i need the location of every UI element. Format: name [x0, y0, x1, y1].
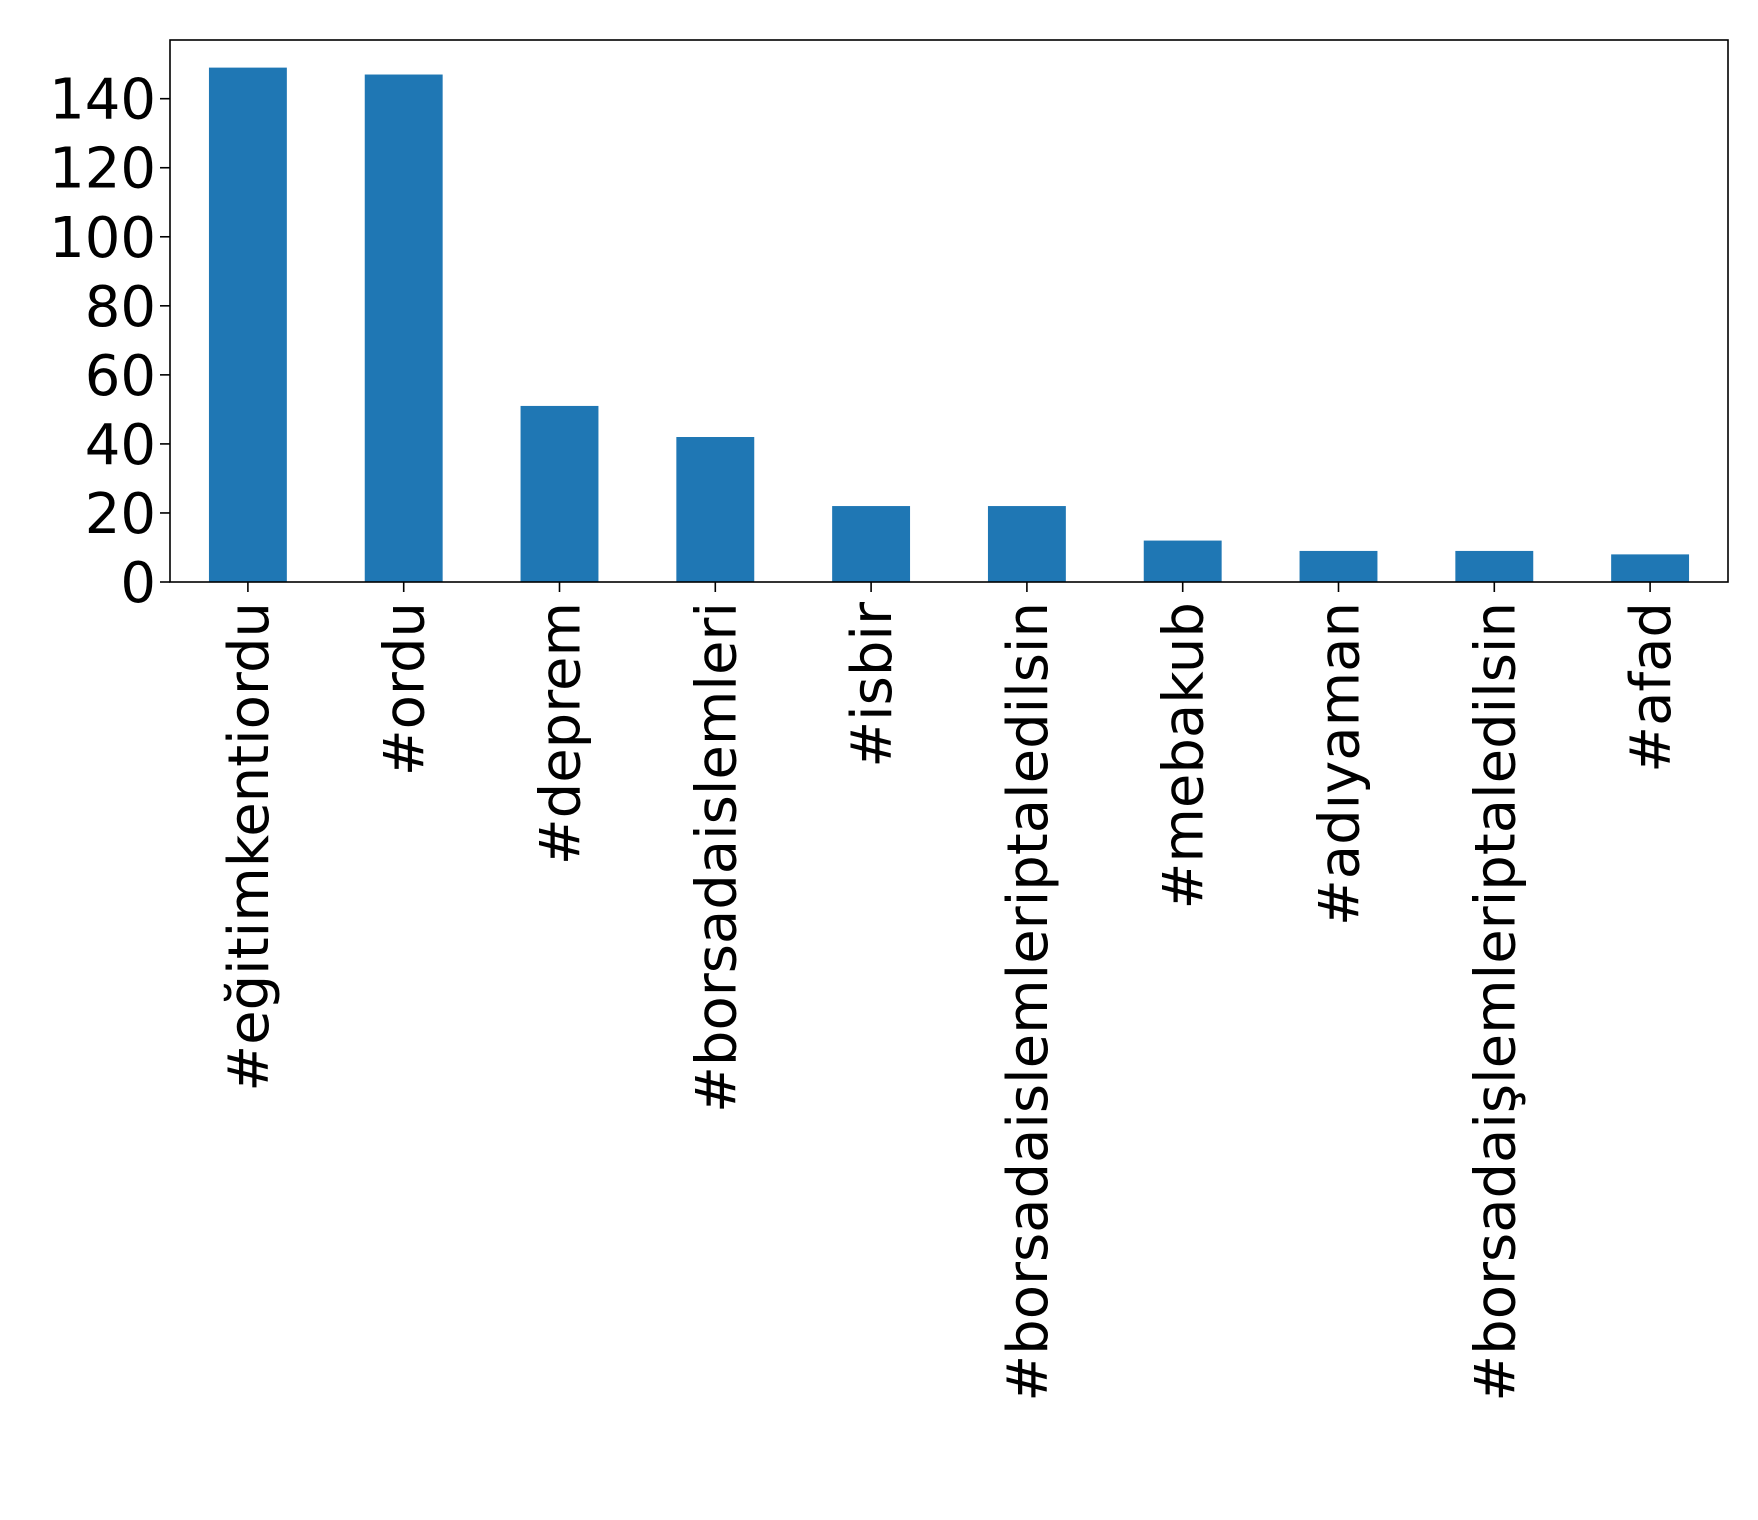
bar	[987, 506, 1066, 582]
x-tick-label: #borsadaislemleriptaledilsin	[996, 602, 1061, 1402]
y-tick-label: 80	[85, 275, 156, 340]
bar	[676, 437, 755, 582]
x-tick-label: #isbir	[840, 601, 905, 768]
y-tick-label: 40	[85, 413, 156, 478]
x-tick-label: #mebakub	[1152, 602, 1217, 910]
x-tick-label: #eğitimkentiordu	[217, 602, 282, 1092]
bar	[208, 67, 287, 582]
x-axis-ticks: #eğitimkentiordu #ordu #deprem #borsadaisle…	[217, 582, 1684, 1402]
y-tick-label: 120	[49, 137, 156, 202]
x-tick-label: #adıyaman	[1308, 602, 1373, 926]
y-tick-label: 0	[120, 551, 156, 616]
plot-frame	[169, 39, 1729, 583]
x-tick-label: #deprem	[529, 602, 594, 865]
bars-group	[208, 67, 1690, 583]
y-tick-label: 20	[85, 482, 156, 547]
bar	[1611, 554, 1690, 582]
bar	[1299, 550, 1378, 582]
x-tick-label: #ordu	[373, 602, 438, 776]
x-tick-label: #afad	[1619, 602, 1684, 773]
bar	[832, 506, 911, 582]
x-tick-label: #borsadaislemleri	[684, 602, 749, 1113]
bar	[520, 405, 599, 582]
x-tick-label: #borsadaişlemleriptaledilsin	[1463, 602, 1528, 1402]
y-tick-label: 100	[49, 206, 156, 271]
bar	[1455, 550, 1534, 582]
y-tick-label: 140	[49, 68, 156, 133]
y-tick-label: 60	[85, 344, 156, 409]
bar	[364, 74, 443, 583]
bar	[1143, 540, 1222, 582]
